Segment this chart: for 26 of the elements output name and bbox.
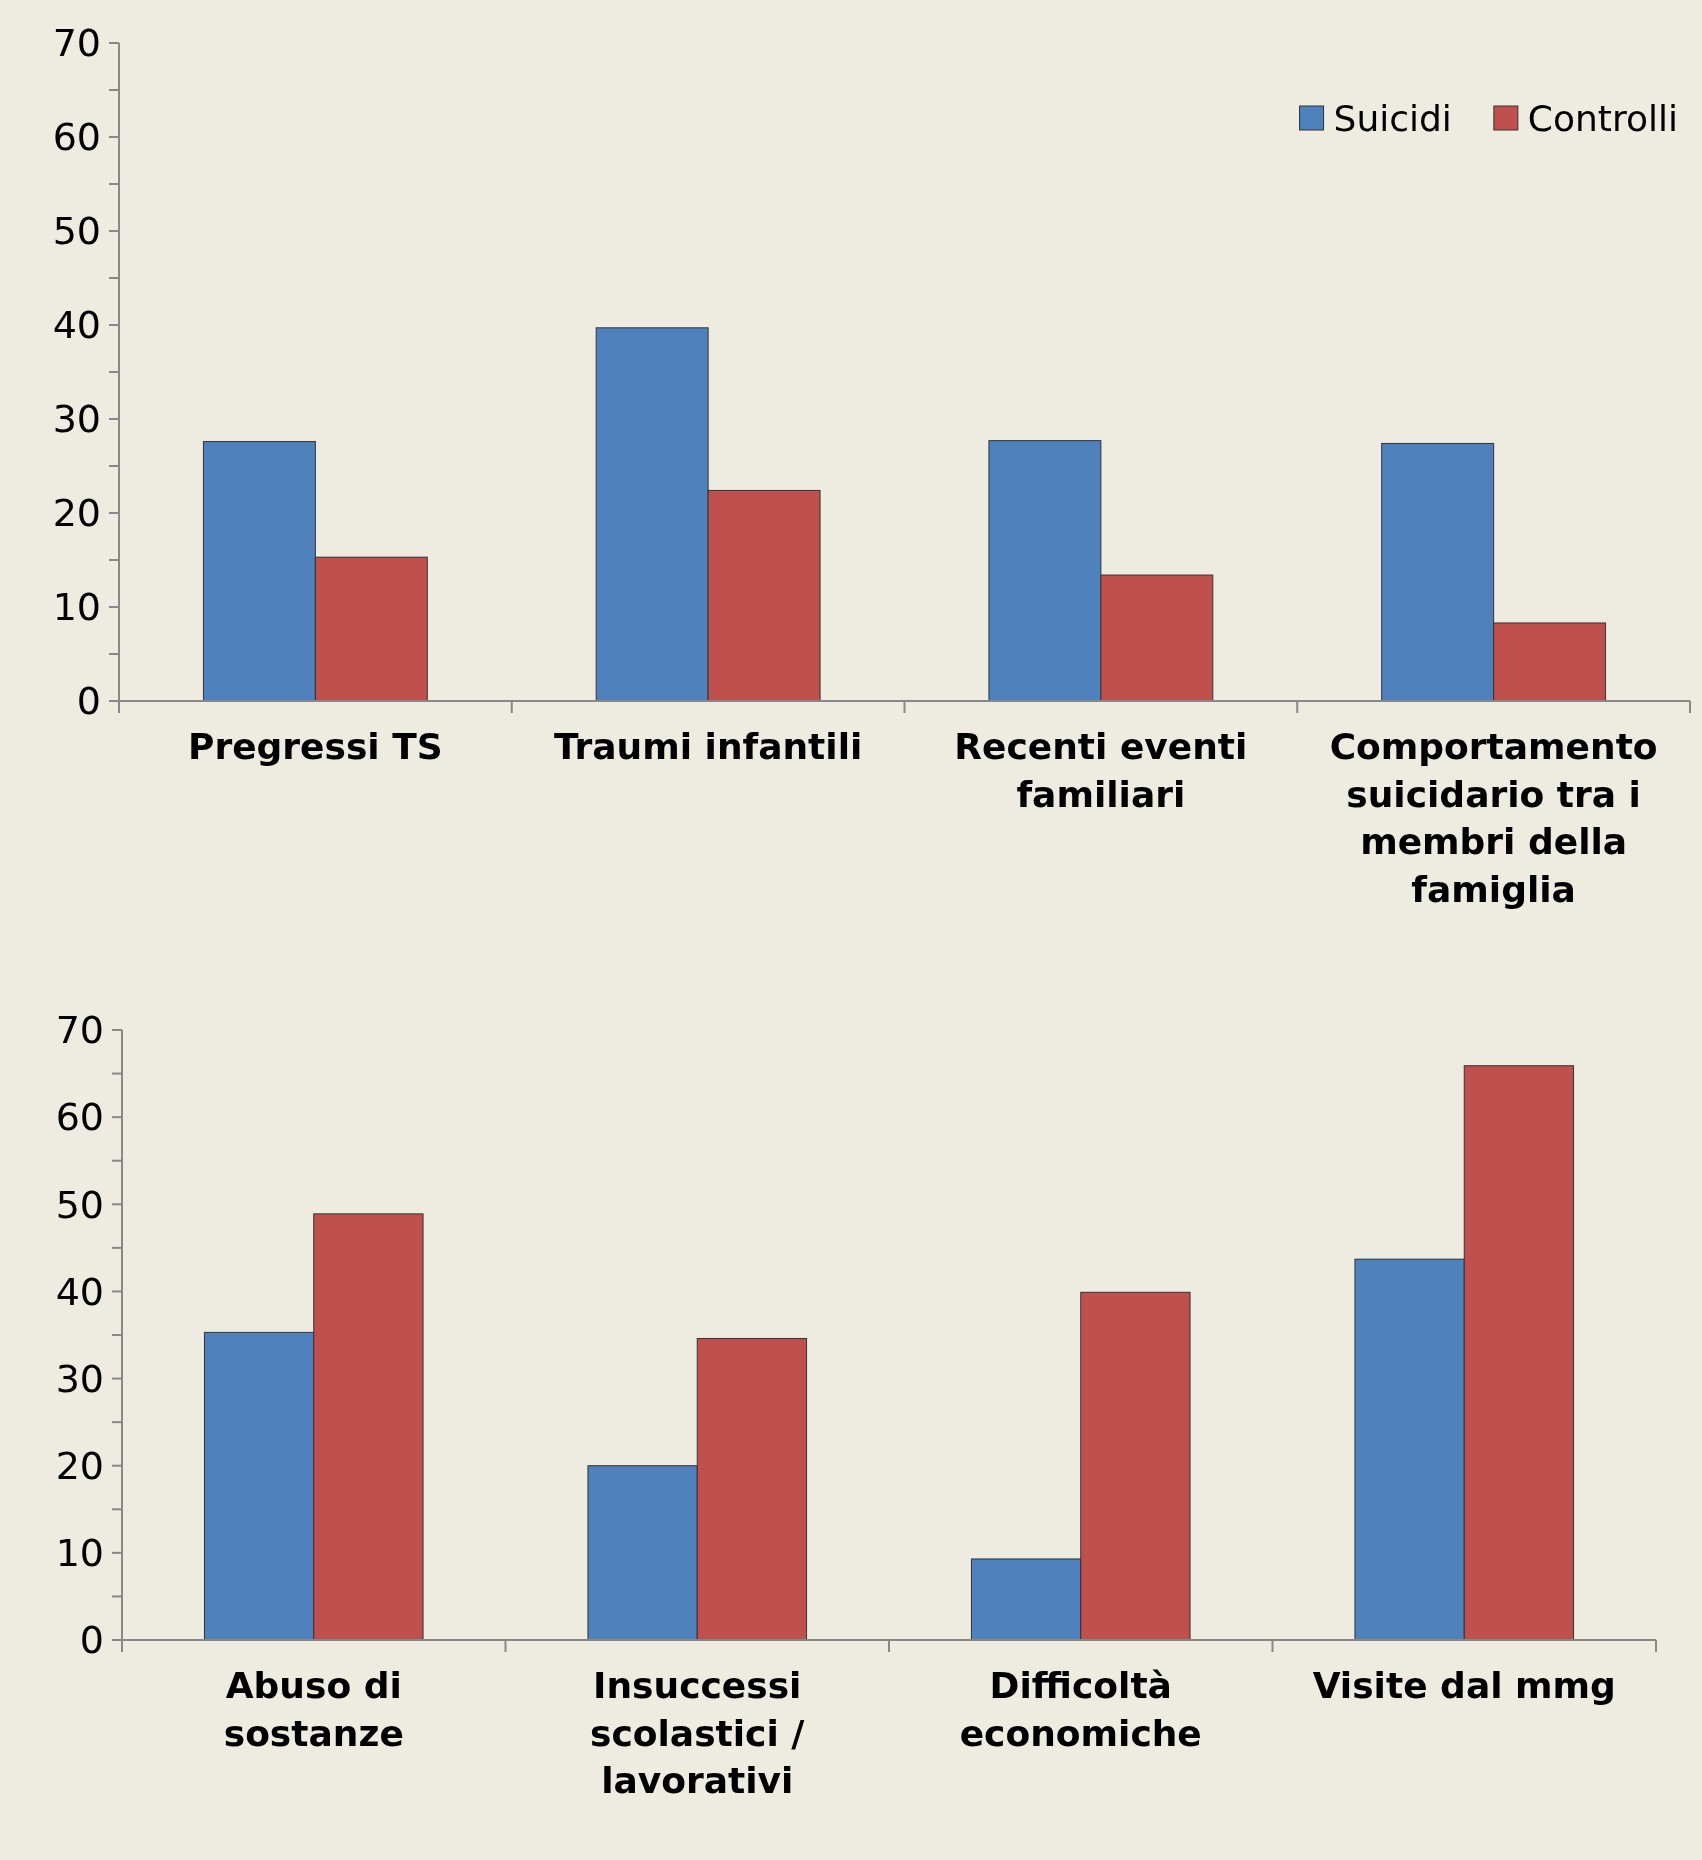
x-tick-label: Recenti eventi familiari [954, 726, 1248, 815]
y-tick-label: 70 [55, 1008, 104, 1053]
y-tick-label: 70 [52, 21, 101, 66]
x-tick-label: Abuso di sostanze [223, 1665, 404, 1754]
y-tick-label: 20 [52, 491, 101, 536]
y-tick-label: 60 [55, 1095, 104, 1140]
y-tick-label: 40 [52, 303, 101, 348]
y-tick-label: 30 [55, 1356, 104, 1401]
x-tick-label: Comportamento suicidario tra i membri della famiglia [1329, 726, 1658, 910]
x-tick-label: Visite dal mmg [1312, 1665, 1616, 1706]
y-tick-label: 50 [55, 1182, 104, 1227]
legend-label: Suicidi [1333, 97, 1452, 139]
x-tick-label: Insuccessi scolastici / lavorativi [590, 1665, 806, 1802]
x-tick-label: Traumi infantili [553, 726, 863, 767]
x-tick-label: Pregressi TS [188, 726, 443, 767]
y-tick-label: 20 [55, 1444, 104, 1489]
y-tick-label: 40 [55, 1269, 104, 1314]
y-tick-label: 10 [55, 1531, 104, 1576]
y-tick-label: 10 [52, 585, 101, 630]
y-tick-label: 30 [52, 397, 101, 442]
y-tick-label: 50 [52, 209, 101, 254]
y-tick-label: 0 [79, 1618, 104, 1663]
y-tick-label: 60 [52, 115, 101, 160]
legend-label: Controlli [1527, 97, 1679, 139]
x-tick-label: Difficoltà economiche [959, 1665, 1202, 1754]
y-tick-label: 0 [76, 679, 101, 724]
